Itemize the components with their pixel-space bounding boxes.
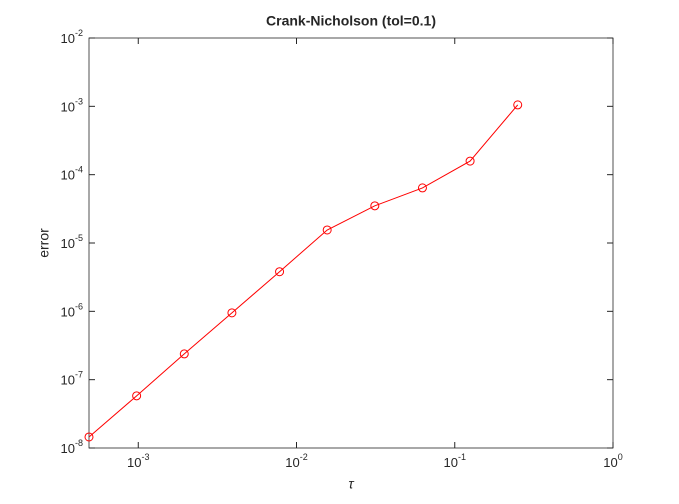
data-point [370,201,380,211]
data-point [179,349,189,359]
data-line [88,104,519,438]
y-tick-label: 10-3 [61,97,83,115]
x-tick-label: 10-3 [127,452,149,470]
chart-title: Crank-Nicholson (tol=0.1) [266,13,436,29]
x-axis-label: τ [348,476,354,492]
data-point [322,225,332,235]
data-point [132,391,142,401]
y-tick-label: 10-2 [61,28,83,46]
y-tick-label: 10-6 [61,302,83,320]
x-tick-label: 10-2 [285,452,307,470]
data-point [227,308,237,318]
x-tick-label: 10-1 [444,452,466,470]
data-point [275,267,285,277]
y-tick-label: 10-7 [61,370,83,388]
y-tick-label: 10-8 [61,438,83,456]
y-tick-label: 10-4 [61,165,83,183]
y-axis-label: error [36,228,52,258]
data-point [513,100,523,110]
data-point [465,156,475,166]
x-tick-label: 100 [603,452,622,470]
y-tick-label: 10-5 [61,233,83,251]
data-point [417,183,427,193]
data-point [84,432,94,442]
